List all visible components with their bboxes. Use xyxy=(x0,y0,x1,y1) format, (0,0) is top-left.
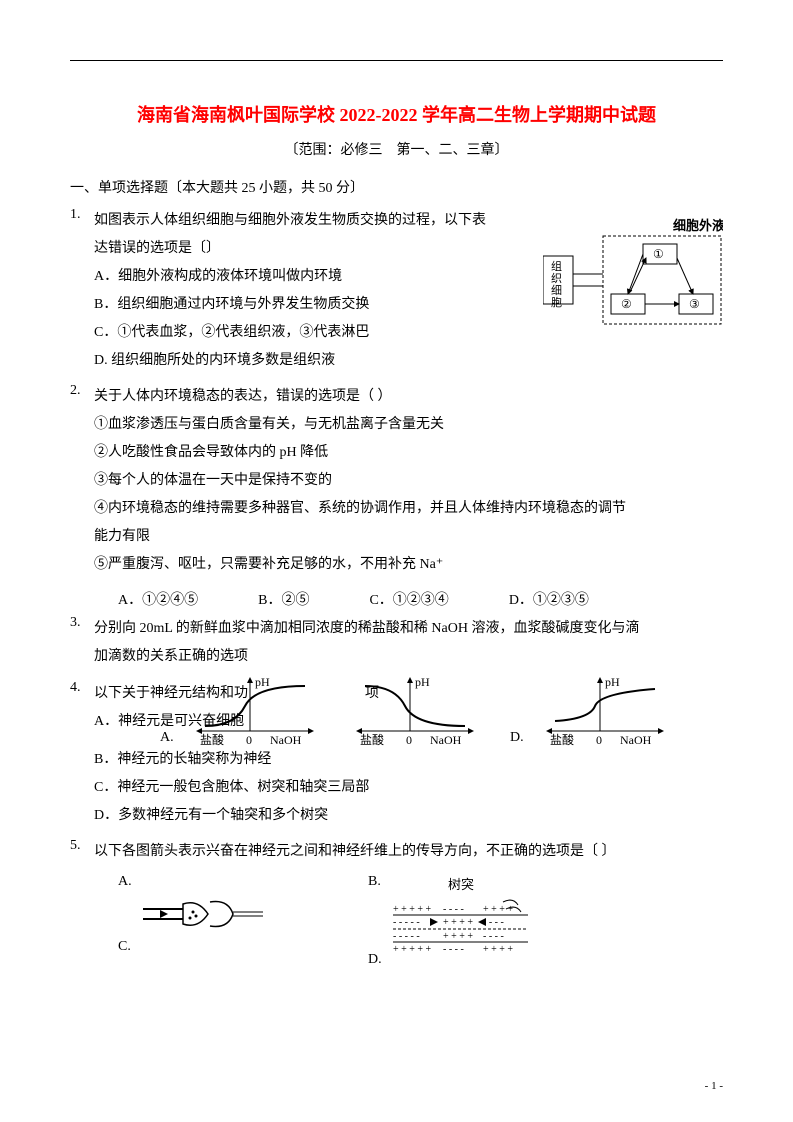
q2-opt-c: C．①②③④ xyxy=(369,587,448,615)
diagram-n1: ① xyxy=(653,247,664,261)
diagram-arrow1 xyxy=(628,254,643,294)
page-number: - 1 - xyxy=(705,1080,723,1092)
svg-text:+ + + + +: + + + + + xyxy=(393,904,432,915)
diagram-n3: ③ xyxy=(689,297,700,311)
diagram-left-text4: 胞 xyxy=(551,296,562,309)
q5-diagram-a xyxy=(138,894,268,939)
q5-label-b: 树突 xyxy=(448,874,474,893)
q5-number: 5. xyxy=(70,838,94,866)
question-5: 5. 以下各图箭头表示兴奋在神经元之间和神经纤维上的传导方向，不正确的选项是〔 … xyxy=(70,838,723,866)
q5-diagram-grid: A. C. B. 树突 xyxy=(70,874,723,972)
svg-text:- - - - -: - - - - - xyxy=(393,931,420,942)
question-3: 3. 分别向 20mL 的新鲜血浆中滴加相同浓度的稀盐酸和稀 NaOH 溶液，血… xyxy=(70,615,723,671)
q4-option-c: C．神经元一般包含胞体、树突和轴突三局部 xyxy=(94,774,723,802)
question-4: 4. 以下关于神经元结构和功 项 A．神经元是可兴奋细胞 B．神经元的长轴突称为… xyxy=(70,680,723,830)
svg-text:- - - -: - - - - xyxy=(443,904,464,915)
q1-diagram: 细胞外液 组 织 细 胞 ① ② ③ xyxy=(543,218,723,328)
q2-opt-b: B．②⑤ xyxy=(258,587,309,615)
svg-text:- - - - -: - - - - - xyxy=(393,917,420,928)
diagram-arrow1b xyxy=(631,258,646,290)
svg-text:+ + + +: + + + + xyxy=(443,931,473,942)
section-header: 一、单项选择题〔本大题共 25 小题，共 50 分〕 xyxy=(70,177,723,197)
q2-s4: ④内环境稳态的维持需要多种器官、系统的协调作用，并且人体维持内环境稳态的调节 xyxy=(94,495,723,523)
q4-option-a: A．神经元是可兴奋细胞 xyxy=(94,708,723,736)
q4-option-b: B．神经元的长轴突称为神经 xyxy=(94,746,723,774)
q1-number: 1. xyxy=(70,207,94,375)
q2-s5: ⑤严重腹泻、呕吐，只需要补充足够的水，不用补充 Na⁺ xyxy=(94,551,723,579)
q1-diagram-svg: 细胞外液 组 织 细 胞 ① ② ③ xyxy=(543,218,723,328)
q3-number: 3. xyxy=(70,615,94,671)
diagram-arrow2 xyxy=(677,258,693,294)
q2-s4b: 能力有限 xyxy=(94,523,723,551)
q2-number: 2. xyxy=(70,383,94,579)
top-rule xyxy=(70,60,723,61)
q2-s3: ③每个人的体温在一天中是保持不变的 xyxy=(94,467,723,495)
svg-text:+ + + + +: + + + + + xyxy=(393,944,432,952)
question-2: 2. 关于人体内环境稳态的表达，错误的选项是（ ） ①血浆渗透压与蛋白质含量有关… xyxy=(70,383,723,579)
q2-s2: ②人吃酸性食品会导致体内的 pH 降低 xyxy=(94,439,723,467)
q4-stem-b: 项 xyxy=(365,686,379,701)
diagram-left-text1: 组 xyxy=(551,259,562,273)
q5-diagram-b: + + + + + - - - - + + + + - - - - - + + … xyxy=(388,897,538,952)
q5-opt-a: A. xyxy=(118,874,138,890)
diagram-left-text2: 织 xyxy=(551,272,562,285)
q2-s1: ①血浆渗透压与蛋白质含量有关，与无机盐离子含量无关 xyxy=(94,411,723,439)
q4-option-d: D．多数神经元有一个轴突和多个树突 xyxy=(94,802,723,830)
q2-stem: 关于人体内环境稳态的表达，错误的选项是（ ） xyxy=(94,383,723,411)
q3-stem: 分别向 20mL 的新鲜血浆中滴加相同浓度的稀盐酸和稀 NaOH 溶液，血浆酸碱… xyxy=(94,615,723,643)
exam-title: 海南省海南枫叶国际学校 2022-2022 学年高二生物上学期期中试题 xyxy=(70,101,723,127)
q5-opt-b: B. xyxy=(368,874,388,890)
q5-opt-d: D. xyxy=(368,952,388,968)
q2-opt-d: D．①②③⑤ xyxy=(509,587,589,615)
q4-number: 4. xyxy=(70,680,94,830)
diagram-title: 细胞外液 xyxy=(673,218,723,233)
svg-text:- - - -: - - - - xyxy=(483,917,504,928)
q5-opt-c: C. xyxy=(118,939,138,955)
q3-stem2: 加滴数的关系正确的选项 xyxy=(94,643,248,671)
q4-stem: 以下关于神经元结构和功 项 xyxy=(94,680,723,708)
diagram-n2: ② xyxy=(621,297,632,311)
q2-options: A．①②④⑤ B．②⑤ C．①②③④ D．①②③⑤ xyxy=(70,587,723,615)
svg-text:+ + + +: + + + + xyxy=(483,944,513,952)
q1-option-d: D. 组织细胞所处的内环境多数是组织液 xyxy=(94,347,723,375)
diagram-left-text3: 细 xyxy=(551,284,562,297)
svg-text:+ + + +: + + + + xyxy=(443,917,473,928)
svg-text:- - - -: - - - - xyxy=(443,944,464,952)
exam-subtitle: 〔范围：必修三 第一、二、三章〕 xyxy=(70,139,723,159)
svg-text:- - - -: - - - - xyxy=(483,931,504,942)
q2-opt-a: A．①②④⑤ xyxy=(118,587,198,615)
q4-stem-a: 以下关于神经元结构和功 xyxy=(94,686,248,701)
q5-stem: 以下各图箭头表示兴奋在神经元之间和神经纤维上的传导方向，不正确的选项是〔 〕 xyxy=(94,838,723,866)
svg-text:+ + + +: + + + + xyxy=(483,904,513,915)
